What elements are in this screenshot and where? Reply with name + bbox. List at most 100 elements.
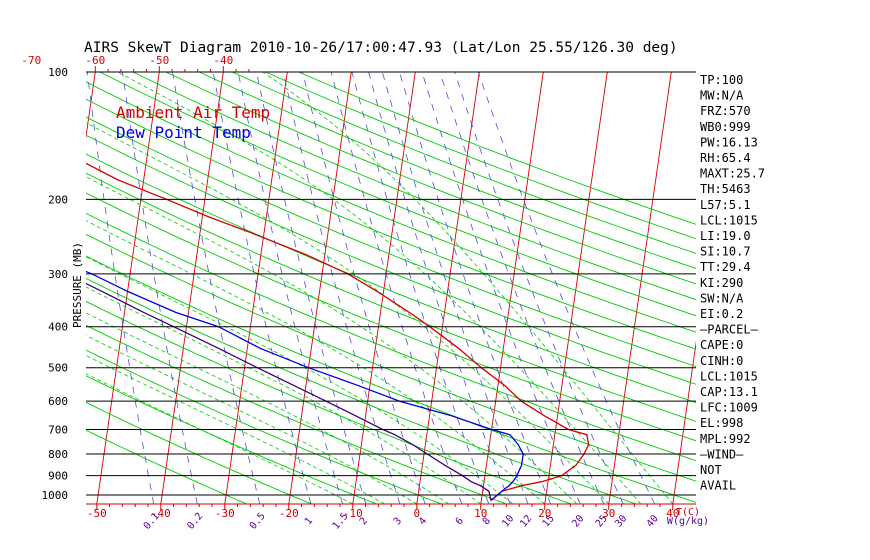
index-value: —WIND— xyxy=(700,447,744,461)
mixing-ratio-line xyxy=(122,72,198,504)
moist-adiabat-line xyxy=(86,122,610,504)
dry-adiabat-line xyxy=(165,72,696,285)
dry-adiabat-line xyxy=(86,81,696,333)
mixing-ratio-line xyxy=(381,72,529,504)
pressure-tick-label: 200 xyxy=(48,193,68,206)
index-value: EI:0.2 xyxy=(700,307,743,321)
dry-adiabat-line xyxy=(232,72,696,254)
mixing-ratio-line xyxy=(399,72,551,504)
index-value: L57:5.1 xyxy=(700,198,751,212)
mixing-ratio-tick-label: 6 xyxy=(454,516,466,528)
dry-adiabat-line xyxy=(86,172,696,422)
mixing-ratio-line xyxy=(330,72,463,504)
top-axis-tick-label: -70 xyxy=(21,54,41,67)
mixing-ratio-line xyxy=(454,72,624,504)
dry-adiabat-line xyxy=(265,72,696,240)
isotherm-line xyxy=(86,72,96,140)
index-value: MAXT:25.7 xyxy=(700,167,765,181)
moist-adiabat-line xyxy=(86,355,385,504)
dry-adiabat-line xyxy=(86,300,572,504)
dry-adiabat-line xyxy=(86,116,696,367)
isotherm-line xyxy=(480,72,544,504)
parcel-path-line xyxy=(86,282,492,501)
ambient-air-temp-line xyxy=(86,162,590,501)
mixing-ratio-tick-label: 10 xyxy=(500,513,516,529)
mixing-ratio-line xyxy=(477,72,656,504)
pressure-tick-label: 700 xyxy=(48,424,68,437)
mixing-ratio-line xyxy=(256,72,367,504)
moist-adiabat-line xyxy=(86,335,418,504)
moist-adiabat-line xyxy=(86,286,482,504)
index-value: —PARCEL— xyxy=(700,323,759,337)
dry-adiabat-line xyxy=(86,429,247,504)
index-value: NOT xyxy=(700,463,722,477)
index-value: SW:N/A xyxy=(700,291,744,305)
mixing-ratio-tick-label: 20 xyxy=(570,513,586,529)
index-value: LCL:1015 xyxy=(700,369,758,383)
index-value: SI:10.7 xyxy=(700,245,751,259)
index-value: PW:16.13 xyxy=(700,135,758,149)
pressure-tick-label: 600 xyxy=(48,395,68,408)
moist-adiabat-line xyxy=(117,72,642,504)
index-value: FRZ:570 xyxy=(700,104,751,118)
mixing-ratio-line xyxy=(237,72,343,504)
mixing-ratio-tick-label: 12 xyxy=(518,513,534,529)
mixing-ratio-tick-label: 0.5 xyxy=(248,511,268,532)
dry-adiabat-line xyxy=(86,212,696,462)
index-value: AVAIL xyxy=(700,479,736,493)
bottom-axis-tick-label: 20 xyxy=(538,507,551,520)
y-axis-label: PRESSURE (MB) xyxy=(71,242,84,328)
dry-adiabat-line xyxy=(86,401,312,504)
isotherm-line xyxy=(288,72,352,504)
dry-adiabat-line xyxy=(99,72,696,317)
pressure-tick-label: 400 xyxy=(48,321,68,334)
index-value: TH:5463 xyxy=(700,182,751,196)
isotherm-line xyxy=(608,72,672,504)
bottom-axis-unit-label: T(C) xyxy=(676,507,700,518)
index-value: CINH:0 xyxy=(700,354,743,368)
top-axis-tick-label: -60 xyxy=(85,54,105,67)
pressure-tick-label: 1000 xyxy=(42,489,69,502)
mixing-ratio-line xyxy=(212,72,312,504)
bottom-axis-tick-label: 10 xyxy=(474,507,487,520)
pressure-tick-label: 800 xyxy=(48,448,68,461)
moist-adiabat-line xyxy=(86,256,514,504)
mixing-ratio-line xyxy=(302,72,426,504)
chart-title: AIRS SkewT Diagram 2010-10-26/17:00:47.9… xyxy=(84,40,678,56)
top-axis-tick-label: -40 xyxy=(213,54,233,67)
bottom-axis-tick-label: 0 xyxy=(413,507,420,520)
mixing-ratio-tick-label: 30 xyxy=(613,513,629,529)
isotherm-line xyxy=(96,72,160,504)
mixing-ratio-line xyxy=(421,72,581,504)
dry-adiabat-line xyxy=(86,277,637,504)
isotherm-line xyxy=(801,72,864,504)
dry-adiabat-line xyxy=(86,255,696,503)
mixing-ratio-tick-label: 8 xyxy=(481,516,493,528)
isotherm-line xyxy=(544,72,608,504)
moist-adiabat-line xyxy=(262,72,674,504)
index-value: CAP:13.1 xyxy=(700,385,758,399)
mixing-ratio-line xyxy=(86,72,155,504)
bottom-axis-tick-label: 40 xyxy=(666,507,679,520)
index-value: RH:65.4 xyxy=(700,151,751,165)
isotherm-line xyxy=(672,340,696,504)
index-value: MW:N/A xyxy=(700,89,744,103)
mixing-ratio-line xyxy=(282,72,401,504)
legend-dew-point-temp: Dew Point Temp xyxy=(116,123,251,142)
moist-adiabat-line xyxy=(86,373,353,504)
index-value: MPL:992 xyxy=(700,432,751,446)
index-value: LFC:1009 xyxy=(700,401,758,415)
bottom-axis-tick-label: 30 xyxy=(602,507,615,520)
index-value: LI:19.0 xyxy=(700,229,751,243)
isotherm-line xyxy=(160,72,224,504)
dry-adiabat-line xyxy=(132,72,696,301)
dry-adiabat-line xyxy=(86,192,696,442)
pressure-tick-label: 900 xyxy=(48,470,68,483)
pressure-tick-label: 300 xyxy=(48,268,68,281)
mixing-ratio-line xyxy=(351,72,490,504)
index-value: WB0:999 xyxy=(700,120,751,134)
index-value: KI:290 xyxy=(700,276,743,290)
dry-adiabat-line xyxy=(86,233,696,482)
mixing-ratio-tick-label: 4 xyxy=(417,516,429,528)
